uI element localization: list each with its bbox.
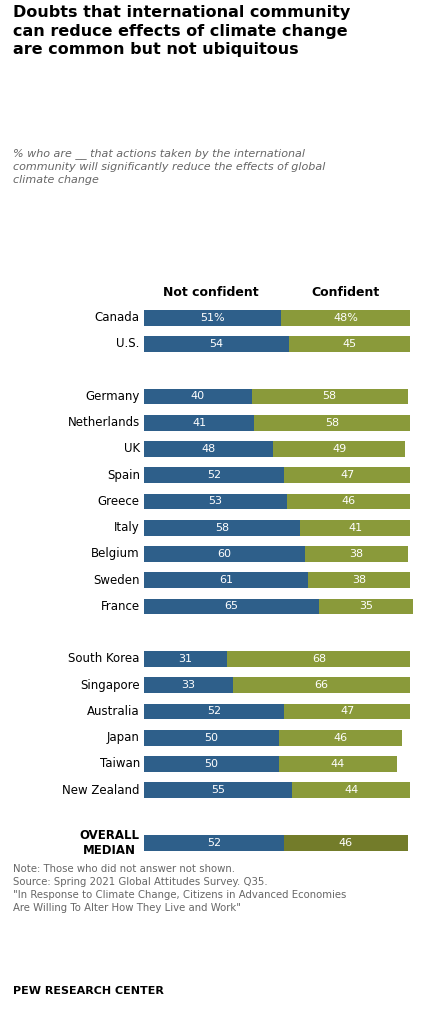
Text: 53: 53 — [208, 497, 222, 507]
Text: 58: 58 — [323, 391, 337, 402]
Text: 45: 45 — [343, 339, 357, 349]
Bar — [144, 415, 254, 430]
Text: Doubts that international community
can reduce effects of climate change
are com: Doubts that international community can … — [13, 5, 351, 57]
Text: 44: 44 — [330, 759, 345, 769]
Bar — [144, 520, 300, 536]
Text: Confident: Confident — [312, 286, 380, 298]
Text: 48: 48 — [201, 444, 216, 454]
Text: 48%: 48% — [334, 313, 358, 323]
Bar — [308, 572, 410, 588]
Text: South Korea: South Korea — [68, 652, 140, 665]
Bar — [144, 310, 281, 326]
Text: 38: 38 — [352, 575, 366, 586]
Text: 61: 61 — [219, 575, 233, 586]
Bar — [273, 442, 405, 457]
Text: Australia: Australia — [87, 705, 140, 718]
Text: Netherlands: Netherlands — [68, 416, 140, 429]
Bar — [144, 783, 292, 798]
Text: 58: 58 — [215, 522, 229, 532]
Bar — [144, 388, 252, 405]
Bar — [284, 703, 410, 719]
Text: 52: 52 — [207, 470, 221, 480]
Bar — [284, 835, 408, 850]
Text: 33: 33 — [181, 681, 195, 690]
Text: Taiwan: Taiwan — [99, 757, 140, 771]
Bar — [144, 756, 279, 772]
Text: 55: 55 — [211, 785, 225, 795]
Text: France: France — [101, 600, 140, 613]
Bar — [144, 336, 290, 352]
Bar — [292, 783, 410, 798]
Text: 41: 41 — [192, 418, 206, 427]
Text: 68: 68 — [312, 654, 326, 664]
Text: 47: 47 — [340, 706, 354, 716]
Bar — [281, 310, 410, 326]
Text: 50: 50 — [204, 759, 218, 769]
Bar — [144, 730, 279, 746]
Bar — [144, 572, 308, 588]
Bar — [144, 442, 273, 457]
Text: 65: 65 — [225, 602, 238, 611]
Bar — [284, 467, 410, 483]
Bar — [144, 651, 227, 666]
Text: New Zealand: New Zealand — [62, 784, 140, 797]
Text: 54: 54 — [210, 339, 224, 349]
Text: Singapore: Singapore — [80, 679, 140, 692]
Text: 51%: 51% — [200, 313, 225, 323]
Bar — [144, 467, 284, 483]
Text: 35: 35 — [359, 602, 373, 611]
Text: Not confident: Not confident — [164, 286, 259, 298]
Text: 49: 49 — [332, 444, 346, 454]
Text: Japan: Japan — [107, 731, 140, 744]
Text: Germany: Germany — [85, 390, 140, 403]
Text: 60: 60 — [218, 549, 232, 559]
Bar — [279, 756, 397, 772]
Bar — [227, 651, 410, 666]
Text: 31: 31 — [179, 654, 193, 664]
Text: Note: Those who did not answer not shown.
Source: Spring 2021 Global Attitudes S: Note: Those who did not answer not shown… — [13, 864, 347, 914]
Bar — [306, 546, 408, 562]
Text: 46: 46 — [341, 497, 356, 507]
Text: 52: 52 — [207, 706, 221, 716]
Bar — [319, 599, 413, 614]
Text: Sweden: Sweden — [93, 573, 140, 587]
Bar — [144, 703, 284, 719]
Bar — [144, 835, 284, 850]
Bar — [290, 336, 410, 352]
Bar — [300, 520, 410, 536]
Bar — [233, 678, 410, 693]
Text: Canada: Canada — [95, 311, 140, 324]
Bar — [286, 494, 410, 509]
Bar — [144, 678, 233, 693]
Bar — [254, 415, 410, 430]
Text: 50: 50 — [204, 733, 218, 743]
Text: Belgium: Belgium — [91, 548, 140, 560]
Text: U.S.: U.S. — [116, 337, 140, 351]
Text: PEW RESEARCH CENTER: PEW RESEARCH CENTER — [13, 986, 164, 996]
Bar — [144, 546, 306, 562]
Text: 46: 46 — [339, 838, 353, 847]
Text: 44: 44 — [344, 785, 358, 795]
Text: Greece: Greece — [98, 495, 140, 508]
Bar — [144, 599, 319, 614]
Text: UK: UK — [124, 443, 140, 456]
Text: 38: 38 — [350, 549, 364, 559]
Text: 40: 40 — [191, 391, 205, 402]
Text: 41: 41 — [348, 522, 362, 532]
Text: OVERALL
MEDIAN: OVERALL MEDIAN — [80, 829, 140, 856]
Text: Spain: Spain — [107, 469, 140, 481]
Bar — [144, 494, 286, 509]
Bar — [279, 730, 402, 746]
Text: % who are __ that actions taken by the international
community will significantl: % who are __ that actions taken by the i… — [13, 148, 325, 186]
Text: Italy: Italy — [114, 521, 140, 535]
Bar — [252, 388, 408, 405]
Text: 47: 47 — [340, 470, 354, 480]
Text: 46: 46 — [334, 733, 347, 743]
Text: 66: 66 — [315, 681, 329, 690]
Text: 58: 58 — [325, 418, 340, 427]
Text: 52: 52 — [207, 838, 221, 847]
